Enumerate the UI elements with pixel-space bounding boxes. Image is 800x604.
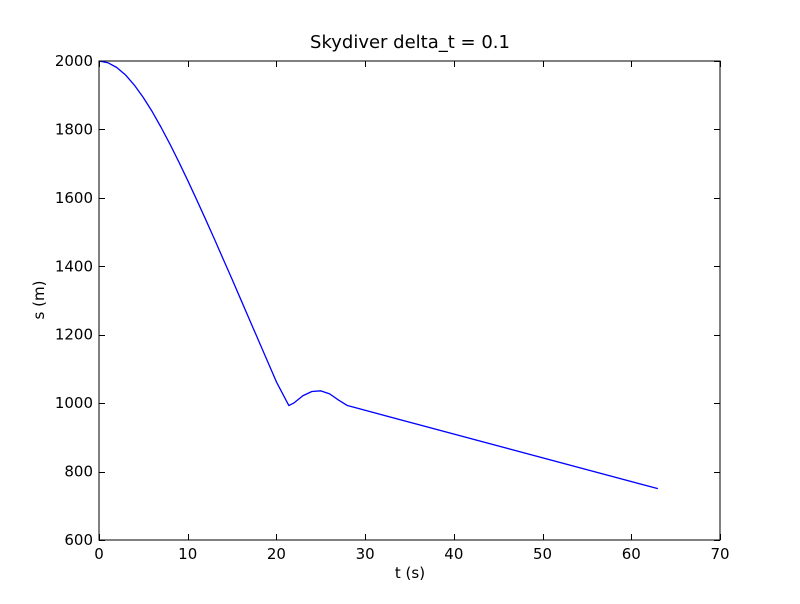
y-tick-label: 800 [64, 463, 93, 481]
x-axis-label: t (s) [395, 564, 425, 582]
x-tick-label: 10 [178, 545, 197, 563]
plot-frame [98, 60, 721, 541]
chart-title: Skydiver delta_t = 0.1 [310, 32, 510, 53]
y-axis-label: s (m) [30, 281, 48, 320]
x-tick-label: 70 [710, 545, 729, 563]
x-tick-label: 40 [444, 545, 463, 563]
series-layer [98, 60, 659, 490]
x-tick-label: 50 [533, 545, 552, 563]
series-line-0 [98, 60, 659, 490]
y-tick-label: 600 [64, 531, 93, 549]
ticks: 0 10 20 30 40 50 60 70 600 800 1000 1200 1400 1600 180… [55, 52, 730, 563]
y-tick-label: 1200 [55, 326, 93, 344]
y-tick-label: 1400 [55, 257, 93, 275]
x-tick-label: 30 [356, 545, 375, 563]
y-tick-label: 2000 [55, 52, 93, 70]
y-tick-label: 1600 [55, 189, 93, 207]
x-tick-label: 0 [94, 545, 104, 563]
y-tick-label: 1000 [55, 394, 93, 412]
y-tick-label: 1800 [55, 120, 93, 138]
x-tick-label: 60 [622, 545, 641, 563]
x-tick-label: 20 [267, 545, 286, 563]
